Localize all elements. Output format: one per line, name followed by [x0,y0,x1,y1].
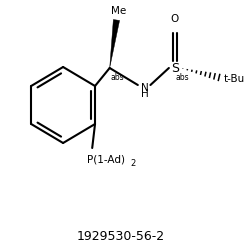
Text: 2: 2 [130,158,135,168]
Text: t-Bu: t-Bu [223,74,245,84]
Text: H: H [141,89,149,99]
Text: abs: abs [176,73,189,82]
Text: S: S [171,62,179,74]
Text: 1929530-56-2: 1929530-56-2 [76,230,164,242]
Text: P(1-Ad): P(1-Ad) [87,155,125,165]
Polygon shape [110,20,120,68]
Text: O: O [171,14,179,24]
Text: Me: Me [111,6,126,16]
Text: N: N [141,83,149,93]
Text: abs: abs [111,73,124,82]
